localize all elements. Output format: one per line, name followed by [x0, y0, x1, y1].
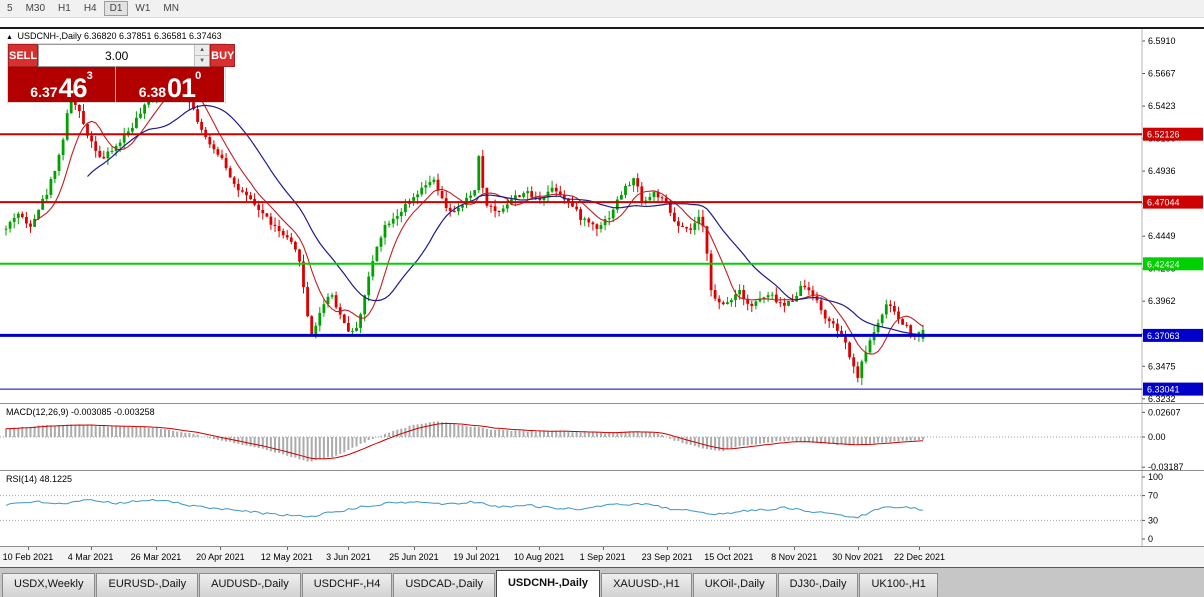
chart-tab-eurusd-daily[interactable]: EURUSD-,Daily [96, 573, 199, 597]
svg-text:6.37063: 6.37063 [1147, 331, 1180, 341]
timeframe-button-5[interactable]: 5 [1, 1, 19, 16]
svg-text:6.5910: 6.5910 [1148, 36, 1176, 46]
timeframe-button-d1[interactable]: D1 [103, 1, 129, 16]
date-tick [602, 547, 604, 550]
date-label: 10 Aug 2021 [513, 552, 565, 562]
date-label: 15 Oct 2021 [704, 552, 754, 562]
pane-separator[interactable] [0, 403, 1204, 404]
volume-stepper: ▲ ▼ [38, 44, 211, 67]
date-label: 1 Sep 2021 [579, 552, 626, 562]
svg-text:70: 70 [1148, 491, 1158, 501]
date-tick [155, 547, 157, 550]
svg-text:100: 100 [1148, 472, 1163, 482]
sell-price-main: 6.37 [30, 84, 58, 100]
sell-button[interactable]: SELL [8, 44, 39, 67]
rsi-panel[interactable]: 100 70 30 0 [0, 471, 1204, 546]
macd-label: MACD(12,26,9) -0.003085 -0.003258 [6, 407, 155, 417]
timeframe-toolbar: 5 M30 H1 H4 D1 W1 MN [0, 0, 1204, 18]
date-tick [286, 547, 288, 550]
svg-text:-0.03187: -0.03187 [1148, 462, 1184, 470]
date-tick [919, 547, 921, 550]
one-click-trading-panel: SELL ▲ ▼ BUY 6.37 46 3 6.38 01 0 [8, 44, 236, 102]
chart-window-top-border [0, 27, 1204, 29]
date-label: 30 Nov 2021 [832, 552, 884, 562]
date-axis[interactable]: 10 Feb 2021 4 Mar 2021 26 Mar 2021 20 Apr 2… [0, 546, 1204, 567]
svg-text:6.5667: 6.5667 [1148, 69, 1176, 79]
svg-text:6.4936: 6.4936 [1148, 166, 1176, 176]
volume-down-button[interactable]: ▼ [195, 56, 210, 66]
date-tick [220, 547, 222, 550]
date-label: 19 Jul 2021 [453, 552, 500, 562]
sell-price-pips: 46 [58, 72, 88, 103]
date-label: 26 Mar 2021 [130, 552, 182, 562]
tabbar-top-border [0, 567, 1204, 568]
chart-tab-usdcnh-daily[interactable]: USDCNH-,Daily [495, 570, 601, 597]
timeframe-button-h4[interactable]: H4 [78, 1, 103, 16]
chart-tabs: USDX,Weekly EURUSD-,Daily AUDUSD-,Daily USD… [0, 568, 1204, 597]
chart-tab-audusd-daily[interactable]: AUDUSD-,Daily [199, 573, 301, 597]
buy-price-main: 6.38 [138, 84, 167, 100]
date-label: 8 Nov 2021 [771, 552, 818, 562]
svg-text:6.42424: 6.42424 [1147, 259, 1180, 269]
volume-input[interactable] [39, 45, 195, 66]
date-tick [413, 547, 415, 550]
chart-header: ▲ USDCNH-,Daily 6.36820 6.37851 6.36581 … [6, 31, 222, 41]
svg-text:6.5423: 6.5423 [1148, 101, 1176, 111]
svg-text:30: 30 [1148, 515, 1158, 525]
buy-price-point: 0 [195, 70, 202, 82]
date-label: 10 Feb 2021 [2, 552, 54, 562]
date-label: 25 Jun 2021 [389, 552, 439, 562]
date-tick [794, 547, 796, 550]
svg-text:0: 0 [1148, 534, 1153, 544]
chart-tab-usdchf-h4[interactable]: USDCHF-,H4 [301, 573, 393, 597]
svg-text:0.00: 0.00 [1148, 432, 1166, 442]
volume-arrows: ▲ ▼ [194, 45, 210, 66]
sell-price-display[interactable]: 6.37 46 3 [8, 67, 116, 102]
date-tick [667, 547, 669, 550]
date-tick [348, 547, 350, 550]
timeframe-button-mn[interactable]: MN [157, 1, 185, 16]
macd-panel[interactable]: 0.02607 0.00 -0.03187 [0, 404, 1204, 470]
chart-header-text: USDCNH-,Daily 6.36820 6.37851 6.36581 6.… [17, 31, 222, 41]
buy-button[interactable]: BUY [210, 44, 236, 67]
buy-price-display[interactable]: 6.38 01 0 [116, 67, 224, 102]
chart-tab-dj30-daily[interactable]: DJ30-,Daily [777, 573, 859, 597]
chart-tab-usdcad-daily[interactable]: USDCAD-,Daily [393, 573, 495, 597]
buy-price-pips: 01 [167, 72, 196, 103]
date-label: 23 Sep 2021 [641, 552, 693, 562]
rsi-label: RSI(14) 48.1225 [6, 474, 73, 484]
chart-tab-xauusd-h1[interactable]: XAUUSD-,H1 [601, 573, 692, 597]
svg-text:0.02607: 0.02607 [1148, 407, 1181, 417]
date-label: 22 Dec 2021 [893, 552, 945, 562]
timeframe-button-w1[interactable]: W1 [129, 1, 156, 16]
svg-text:6.3232: 6.3232 [1148, 394, 1176, 403]
svg-text:6.3475: 6.3475 [1148, 361, 1176, 371]
date-tick [728, 547, 730, 550]
svg-text:6.47044: 6.47044 [1147, 198, 1180, 208]
svg-text:6.52126: 6.52126 [1147, 130, 1180, 140]
sell-price-point: 3 [86, 70, 93, 82]
symbol-arrow-icon: ▲ [6, 34, 13, 41]
date-tick [27, 547, 29, 550]
date-tick [476, 547, 478, 550]
date-label: 12 May 2021 [260, 552, 313, 562]
volume-up-button[interactable]: ▲ [195, 45, 210, 56]
date-label: 4 Mar 2021 [67, 552, 114, 562]
date-label: 20 Apr 2021 [196, 552, 245, 562]
chart-tab-uk100-h1[interactable]: UK100-,H1 [859, 573, 938, 597]
date-tick [857, 547, 859, 550]
timeframe-button-m30[interactable]: M30 [20, 1, 51, 16]
date-tick [90, 547, 92, 550]
svg-text:6.4449: 6.4449 [1148, 231, 1176, 241]
chart-tab-usdx-weekly[interactable]: USDX,Weekly [2, 573, 96, 597]
date-label: 3 Jun 2021 [326, 552, 371, 562]
pane-separator[interactable] [0, 470, 1204, 471]
date-tick [539, 547, 541, 550]
svg-text:6.33041: 6.33041 [1147, 385, 1180, 395]
svg-text:6.3962: 6.3962 [1148, 296, 1176, 306]
timeframe-button-h1[interactable]: H1 [52, 1, 77, 16]
chart-tab-ukoil-daily[interactable]: UKOil-,Daily [692, 573, 777, 597]
